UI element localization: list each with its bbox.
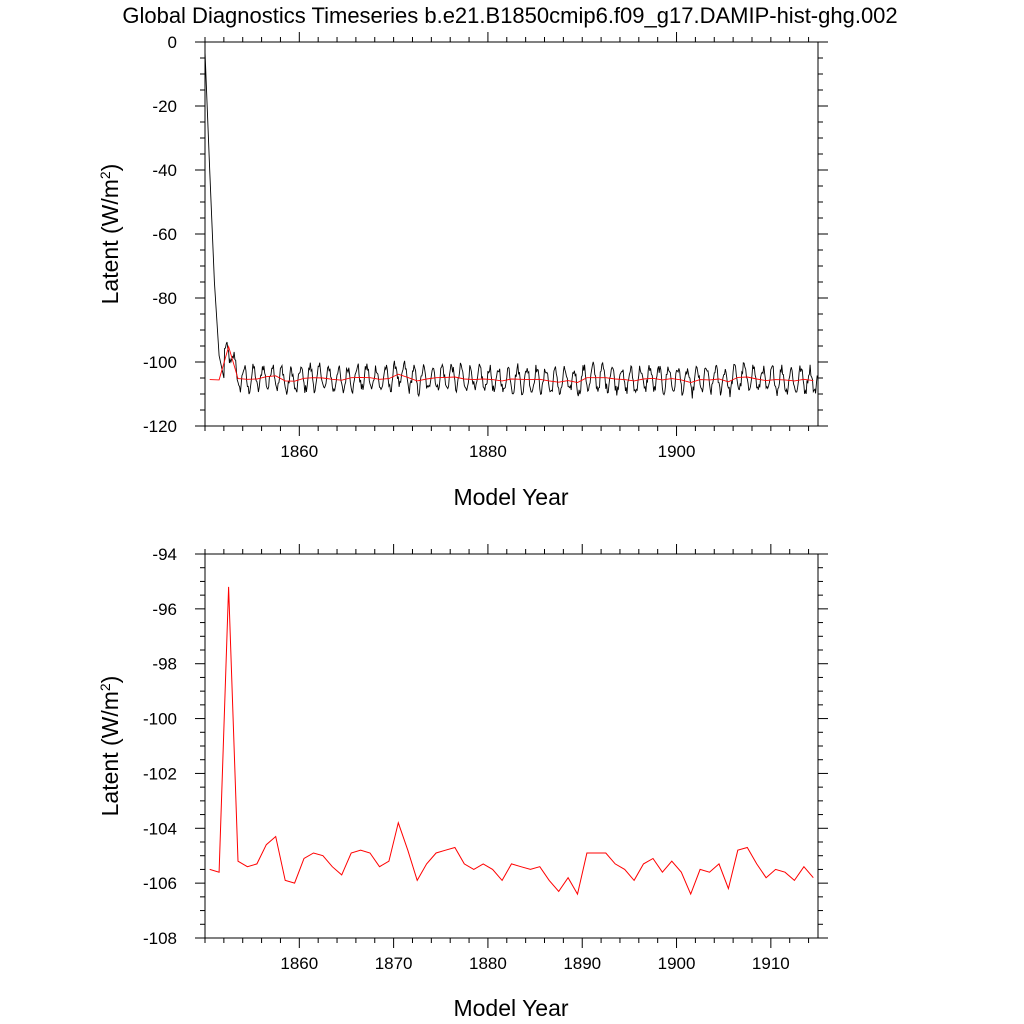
y-tick-label: -100 — [143, 353, 177, 372]
top-panel-y-axis-label: Latent (W/m2) — [97, 164, 123, 305]
figure-title: Global Diagnostics Timeseries b.e21.B185… — [122, 3, 897, 28]
y-tick-label: -102 — [143, 764, 177, 783]
bottom-panel-series — [209, 586, 814, 896]
y-tick-label: -40 — [152, 161, 177, 180]
x-tick-label: 1880 — [469, 442, 507, 461]
top-panel-frame — [204, 41, 819, 427]
top-panel-ticks — [195, 32, 828, 436]
x-tick-label: 1880 — [469, 954, 507, 973]
y-tick-label: -20 — [152, 97, 177, 116]
monthly-series-line — [205, 51, 818, 399]
y-tick-label: -96 — [152, 600, 177, 619]
y-tick-label: -120 — [143, 417, 177, 436]
x-tick-label: 1890 — [563, 954, 601, 973]
y-tick-label: -94 — [152, 545, 177, 564]
top-panel-ytick-labels: 0 -20 -40 -60 -80 -100 -120 — [143, 33, 177, 436]
bottom-panel-frame — [204, 553, 819, 939]
bottom-panel-xtick-labels: 1860 1870 1880 1890 1900 1910 — [280, 954, 789, 973]
bottom-panel-ytick-labels: -94 -96 -98 -100 -102 -104 -106 -108 — [143, 545, 177, 948]
y-tick-label: -108 — [143, 929, 177, 948]
x-tick-label: 1900 — [658, 442, 696, 461]
y-tick-label: -80 — [152, 289, 177, 308]
bottom-panel-x-axis-label: Model Year — [453, 995, 568, 1021]
annual-mean-series-line — [209, 344, 814, 383]
x-tick-label: 1870 — [375, 954, 413, 973]
x-tick-label: 1860 — [280, 954, 318, 973]
top-panel-series — [205, 51, 818, 399]
annual-mean-series-line — [209, 586, 814, 896]
bottom-panel-y-axis-label: Latent (W/m2) — [97, 676, 123, 817]
y-tick-label: -98 — [152, 655, 177, 674]
x-tick-label: 1910 — [752, 954, 790, 973]
y-tick-label: -60 — [152, 225, 177, 244]
top-panel-xtick-labels: 1860 1880 1900 — [280, 442, 695, 461]
y-tick-label: -100 — [143, 710, 177, 729]
y-tick-label: -106 — [143, 874, 177, 893]
x-tick-label: 1900 — [658, 954, 696, 973]
bottom-panel-ticks — [195, 544, 828, 948]
y-tick-label: 0 — [168, 33, 177, 52]
bottom-panel: -94-96-98-100-102-104-106-108 1860 1870 18… — [97, 544, 828, 1021]
top-panel-x-axis-label: Model Year — [453, 484, 568, 510]
top-panel: 0 -20 -40 -60 -80 -100 -120 1860 1880 1900 Model… — [97, 32, 828, 510]
x-tick-label: 1860 — [280, 442, 318, 461]
y-tick-label: -104 — [143, 819, 177, 838]
